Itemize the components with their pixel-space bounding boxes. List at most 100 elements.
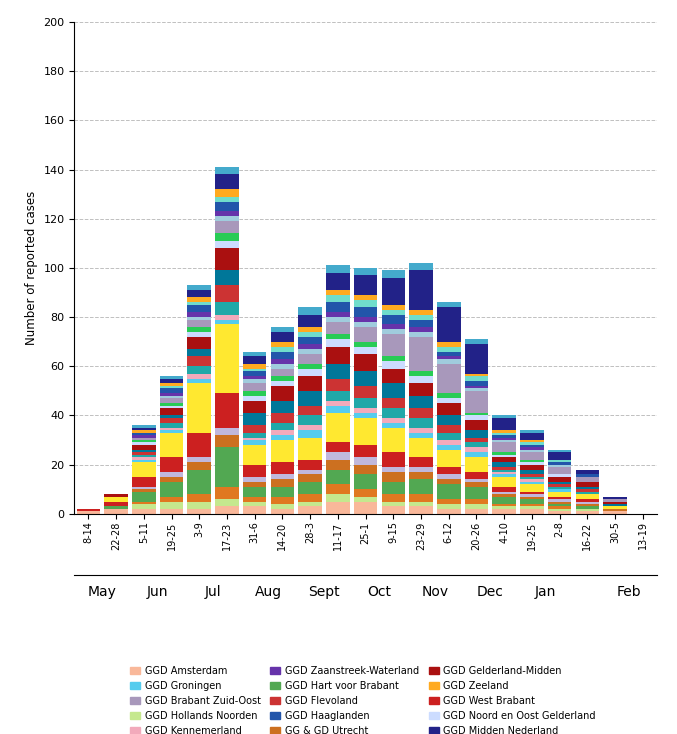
Bar (437, 342, 460, 346)
Bar (243, 371, 267, 376)
Bar (104, 501, 128, 506)
Bar (437, 504, 460, 509)
Bar (437, 399, 460, 403)
Bar (575, 501, 599, 504)
Bar (243, 506, 267, 514)
Bar (382, 418, 405, 423)
Bar (160, 477, 183, 482)
Bar (243, 390, 267, 396)
Bar (354, 346, 377, 354)
Bar (548, 497, 571, 499)
Bar (271, 327, 294, 332)
Bar (464, 386, 488, 388)
Bar (437, 499, 460, 504)
Bar (409, 332, 433, 337)
Bar (437, 467, 460, 474)
Bar (548, 465, 571, 467)
Bar (326, 346, 349, 364)
Bar (575, 474, 599, 477)
Bar (464, 499, 488, 504)
Bar (575, 499, 599, 501)
Bar (271, 342, 294, 346)
Bar (188, 319, 211, 327)
Bar (520, 440, 544, 443)
Bar (437, 308, 460, 342)
Bar (354, 465, 377, 474)
Bar (464, 472, 488, 479)
Bar (548, 450, 571, 452)
Bar (382, 467, 405, 472)
Bar (492, 430, 516, 432)
Bar (299, 354, 322, 364)
Bar (271, 359, 294, 364)
Bar (354, 501, 377, 514)
Bar (548, 506, 571, 509)
Bar (409, 371, 433, 376)
Bar (299, 437, 322, 459)
Bar (271, 462, 294, 474)
Bar (132, 428, 156, 430)
Bar (299, 337, 322, 344)
Bar (299, 470, 322, 474)
Bar (215, 435, 239, 448)
Bar (188, 457, 211, 462)
Bar (326, 322, 349, 334)
Bar (160, 408, 183, 415)
Bar (520, 494, 544, 497)
Bar (132, 457, 156, 459)
Bar (215, 315, 239, 319)
Bar (271, 479, 294, 487)
Bar (382, 408, 405, 418)
Bar (326, 459, 349, 470)
Bar (437, 403, 460, 415)
Bar (271, 346, 294, 352)
Bar (299, 474, 322, 482)
Bar (492, 432, 516, 435)
Bar (575, 509, 599, 512)
Bar (132, 450, 156, 452)
Bar (603, 512, 627, 514)
Bar (520, 465, 544, 470)
Bar (492, 467, 516, 470)
Bar (492, 443, 516, 452)
Bar (160, 386, 183, 388)
Bar (409, 263, 433, 270)
Bar (188, 317, 211, 319)
Bar (299, 482, 322, 494)
Bar (188, 332, 211, 337)
Bar (132, 462, 156, 477)
Bar (132, 435, 156, 437)
Bar (492, 435, 516, 437)
Bar (492, 470, 516, 472)
Bar (299, 506, 322, 514)
Bar (354, 322, 377, 327)
Bar (188, 374, 211, 379)
Bar (437, 440, 460, 445)
Bar (492, 487, 516, 492)
Bar (160, 393, 183, 396)
Bar (575, 477, 599, 482)
Bar (354, 386, 377, 399)
Bar (326, 443, 349, 452)
Bar (77, 512, 100, 514)
Bar (299, 315, 322, 327)
Bar (464, 421, 488, 430)
Bar (437, 474, 460, 479)
Bar (243, 379, 267, 383)
Bar (464, 415, 488, 421)
Bar (520, 506, 544, 509)
Bar (299, 459, 322, 470)
Bar (492, 462, 516, 467)
Bar (520, 445, 544, 448)
Bar (520, 482, 544, 484)
Bar (382, 357, 405, 361)
Bar (215, 217, 239, 221)
Bar (603, 497, 627, 499)
Bar (409, 408, 433, 418)
Bar (299, 501, 322, 506)
Bar (160, 428, 183, 430)
Bar (382, 310, 405, 315)
Bar (464, 388, 488, 390)
Bar (215, 506, 239, 514)
Bar (548, 487, 571, 489)
